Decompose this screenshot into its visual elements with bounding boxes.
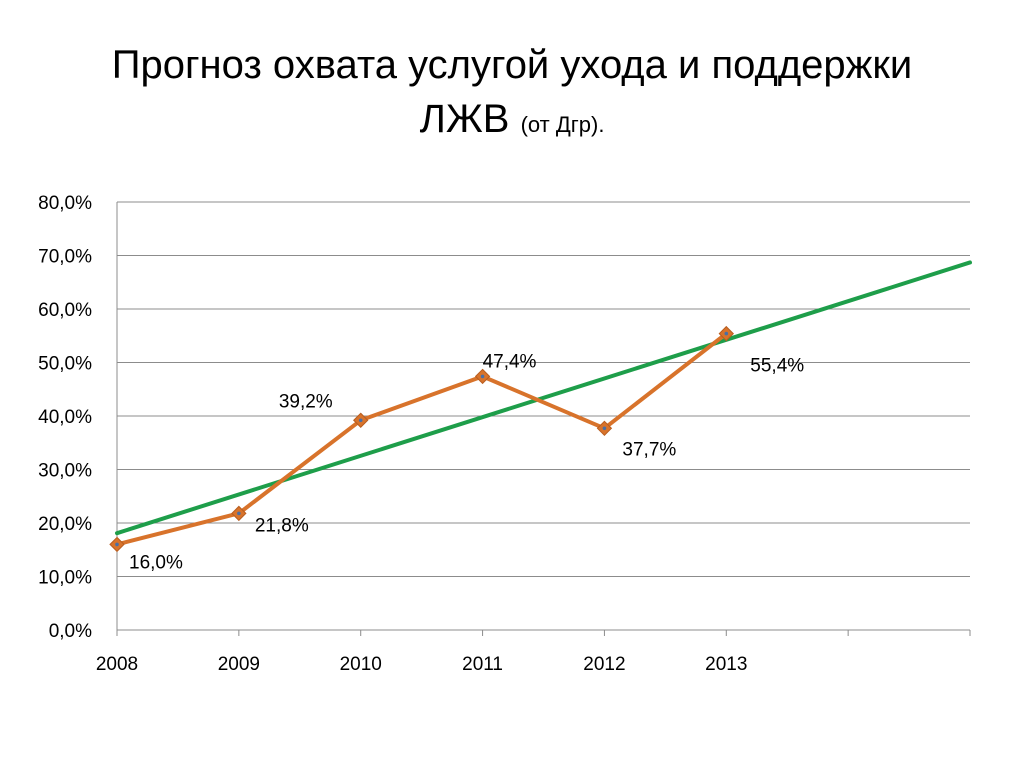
title-line-2: ЛЖВ bbox=[419, 97, 510, 141]
marker-center-dot bbox=[480, 374, 485, 379]
series-layer bbox=[109, 325, 734, 553]
x-tick-label: 2012 bbox=[583, 654, 625, 675]
data-label: 37,7% bbox=[622, 439, 676, 460]
data-label: 16,0% bbox=[129, 552, 183, 573]
data-label: 55,4% bbox=[750, 356, 804, 377]
y-tick-label: 80,0% bbox=[38, 193, 92, 214]
x-tick-label: 2010 bbox=[340, 654, 382, 675]
y-tick-label: 70,0% bbox=[38, 247, 92, 268]
x-tick-label: 2008 bbox=[96, 654, 138, 675]
axes: 0,0% 10,0% 20,0% 30,0% 40,0% 50,0% 60,0% 70,0% 8… bbox=[38, 193, 971, 675]
marker-center-dot bbox=[724, 331, 729, 336]
data-label: 47,4% bbox=[483, 351, 537, 372]
data-labels: 16,0% 21,8% 39,2% 47,4% 37,7% 55,4% bbox=[129, 351, 804, 573]
marker-center-dot bbox=[115, 542, 119, 547]
y-tick-label: 30,0% bbox=[38, 461, 92, 482]
y-tick-label: 10,0% bbox=[38, 568, 92, 589]
y-tick-label: 20,0% bbox=[38, 514, 92, 535]
slide-title: Прогноз охвата услугой ухода и поддержки… bbox=[0, 38, 1024, 152]
data-label: 39,2% bbox=[279, 391, 333, 412]
y-tick-label: 50,0% bbox=[38, 354, 92, 375]
trendline bbox=[115, 260, 972, 536]
x-tick-label: 2011 bbox=[462, 654, 503, 675]
trendline-layer bbox=[115, 260, 972, 536]
data-label: 21,8% bbox=[255, 515, 309, 536]
y-tick-label: 40,0% bbox=[38, 407, 92, 428]
marker-center-dot bbox=[602, 426, 607, 431]
y-tick-label: 0,0% bbox=[49, 621, 92, 642]
title-line-1: Прогноз охвата услугой ухода и поддержки bbox=[111, 43, 913, 87]
x-tick-label: 2013 bbox=[705, 654, 747, 675]
y-tick-label: 60,0% bbox=[38, 300, 92, 321]
x-tick-label: 2009 bbox=[218, 654, 260, 675]
series-line bbox=[116, 332, 728, 547]
marker-center-dot bbox=[237, 511, 241, 516]
marker-center-dot bbox=[358, 418, 363, 423]
gridlines bbox=[117, 201, 970, 577]
title-suffix: (от Дгр). bbox=[520, 112, 605, 137]
